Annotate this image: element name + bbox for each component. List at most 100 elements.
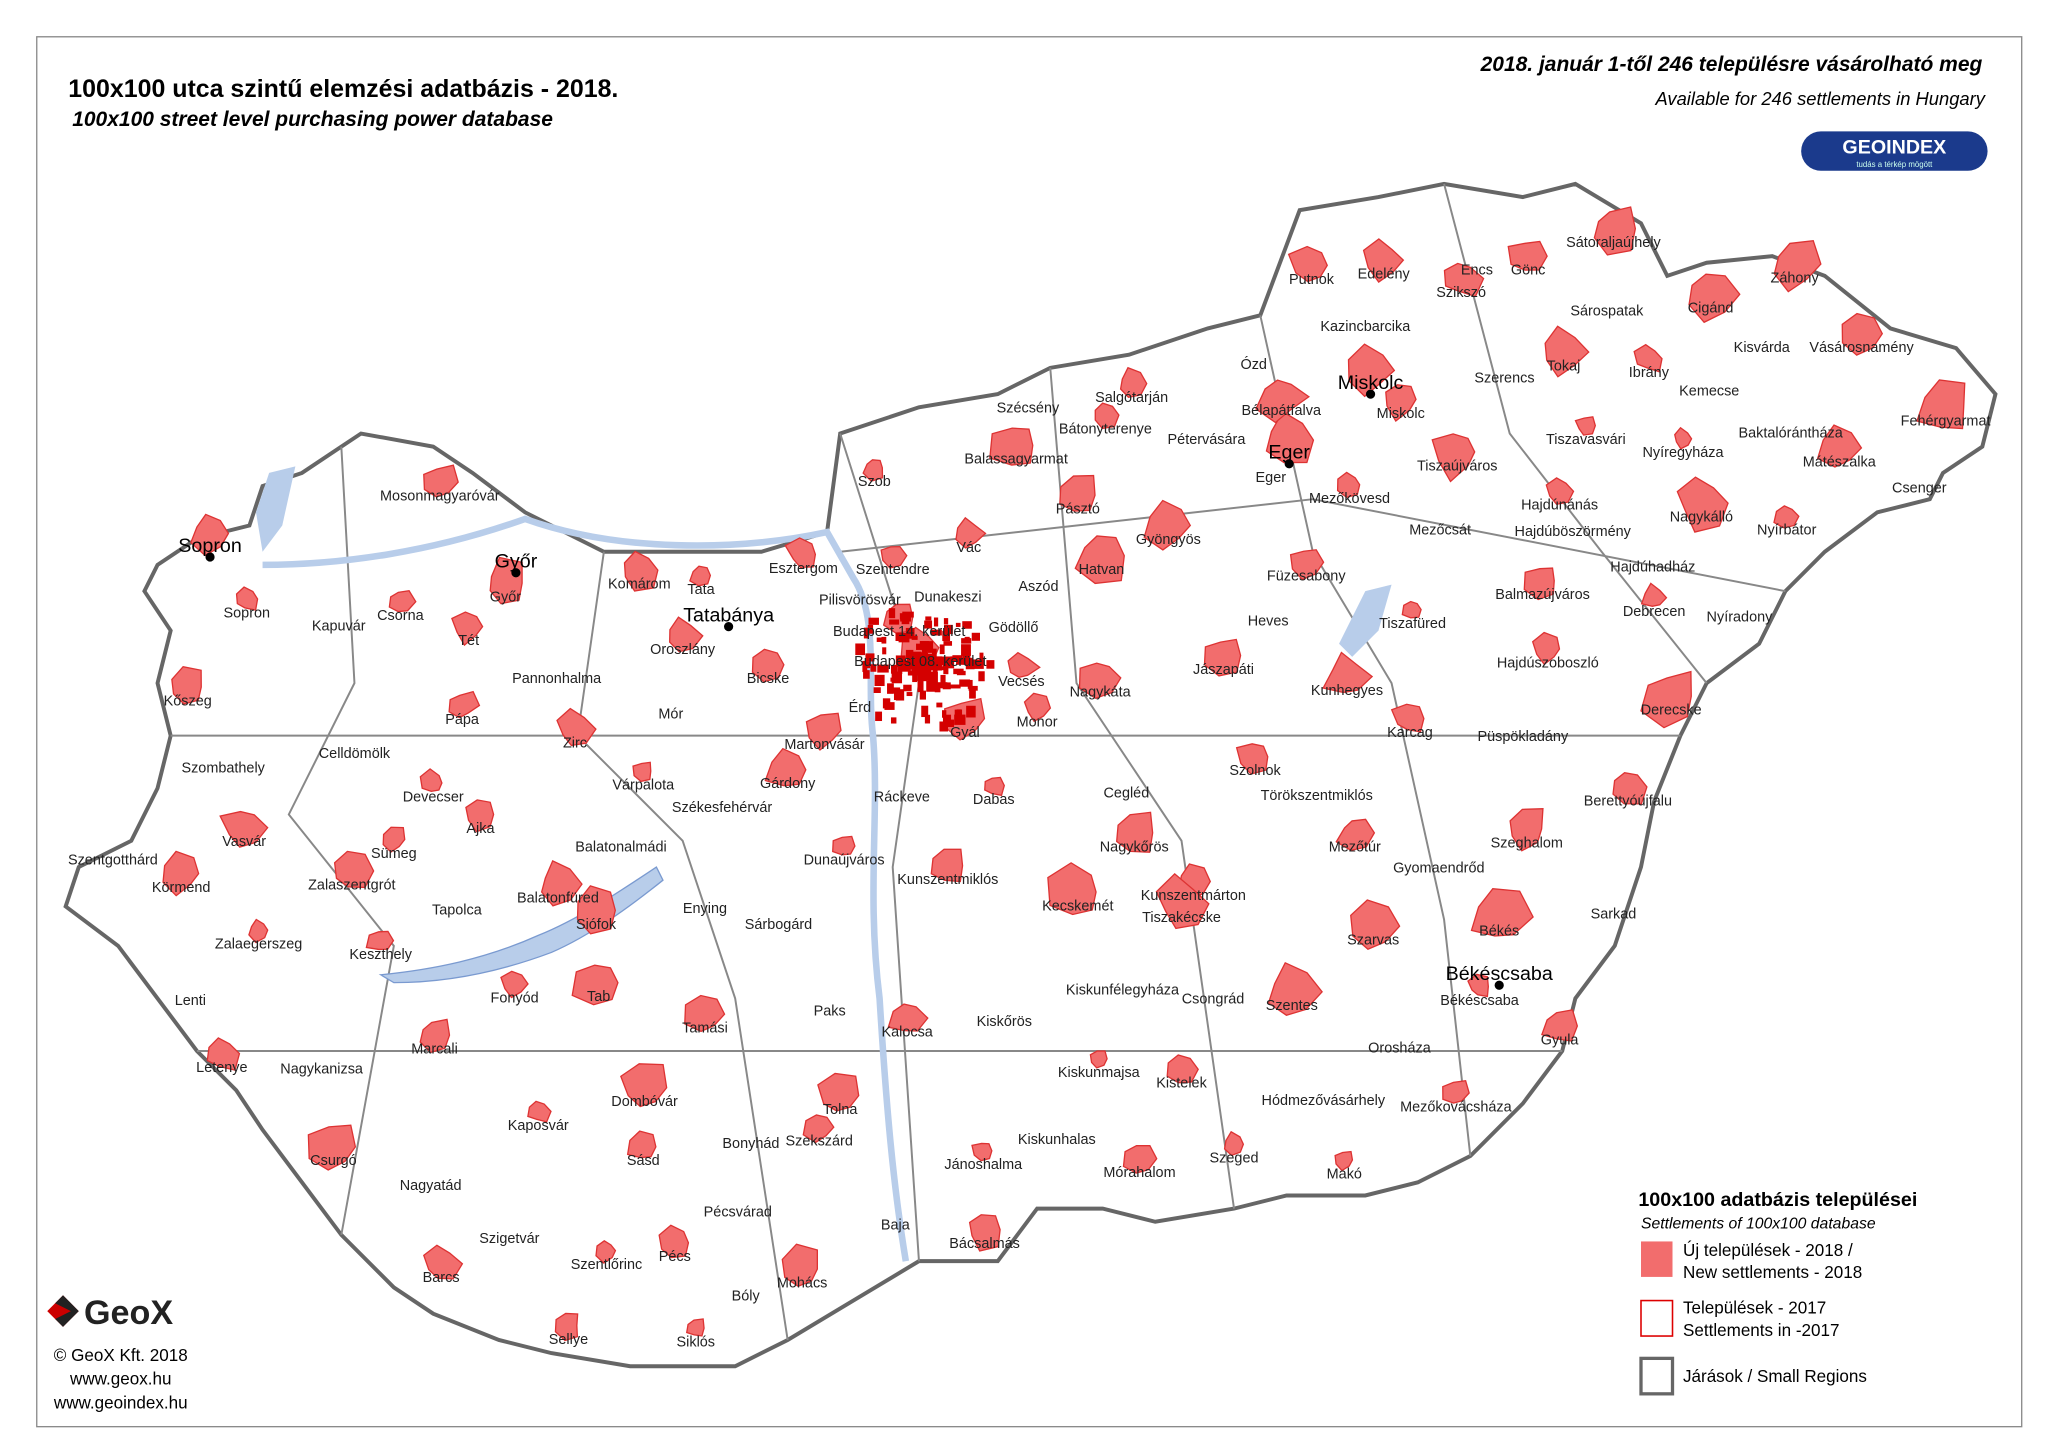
region-border xyxy=(287,446,395,1236)
place-label: Mezőkovácsháza xyxy=(1400,1099,1512,1115)
place-label: Gödöllő xyxy=(989,620,1039,636)
settlement-area xyxy=(942,630,951,642)
settlement-area xyxy=(1007,651,1041,679)
link: www.geox.hu xyxy=(69,1370,171,1389)
place-label: Ráckeve xyxy=(874,789,930,805)
place-label: Orosháza xyxy=(1368,1040,1432,1056)
place-label: Karcag xyxy=(1387,725,1433,741)
settlement-area xyxy=(932,668,938,674)
settlement-area xyxy=(832,835,856,856)
settlement-area xyxy=(684,994,726,1033)
settlement-area xyxy=(930,656,943,667)
place-label: Szécsény xyxy=(997,400,1060,416)
settlement-area xyxy=(623,550,659,592)
settlement-area xyxy=(942,682,951,690)
place-label: Érd xyxy=(849,699,871,716)
place-label: Sátoraljaújhely xyxy=(1566,235,1661,251)
settlement-area xyxy=(1059,474,1096,512)
place-label: Dombóvár xyxy=(611,1094,678,1110)
settlement-area xyxy=(967,679,973,689)
settlement-area xyxy=(934,687,941,693)
place-label: Ajka xyxy=(466,821,495,837)
place-label: Pilisvörösvár xyxy=(819,592,901,608)
place-label: Jászapáti xyxy=(1193,662,1254,678)
settlement-area xyxy=(307,1124,357,1171)
city-dot xyxy=(1365,389,1376,399)
settlement-area xyxy=(882,698,891,709)
settlement-area xyxy=(966,705,976,718)
place-label: Fehérgyarmat xyxy=(1901,414,1991,430)
place-label: Edelény xyxy=(1358,267,1411,283)
place-label: Oroszlány xyxy=(650,642,716,658)
subtitle: 100x100 street level purchasing power da… xyxy=(72,108,553,131)
place-label: Szentes xyxy=(1266,998,1318,1014)
settlement-area xyxy=(943,641,953,646)
place-label: Kunszentmiklós xyxy=(897,872,998,888)
settlement-area xyxy=(924,653,937,666)
settlement-area xyxy=(905,627,915,639)
settlement-area xyxy=(162,850,200,897)
settlement-area xyxy=(949,684,961,689)
place-label: Derecske xyxy=(1641,703,1702,719)
place-label: Balmazújváros xyxy=(1495,587,1590,603)
settlement-area xyxy=(952,655,963,662)
place-label: Bonyhád xyxy=(722,1136,779,1152)
settlement-area xyxy=(961,638,972,644)
settlement-area xyxy=(942,710,947,718)
city-dot xyxy=(724,622,734,632)
place-label: Várpalota xyxy=(612,778,675,794)
place-label: Sárbogárd xyxy=(745,917,812,933)
settlement-area xyxy=(1362,238,1405,283)
place-label: Paks xyxy=(814,1003,846,1019)
settlement-patches xyxy=(162,206,1966,1342)
place-label: Encs xyxy=(1461,263,1493,279)
settlement-area xyxy=(989,427,1034,466)
place-label: Sárospatak xyxy=(1570,303,1644,319)
settlement-area xyxy=(571,964,619,1006)
settlement-area xyxy=(1122,1145,1158,1174)
settlement-area xyxy=(1322,651,1374,694)
legend-label: Járások / Small Regions xyxy=(1683,1367,1867,1386)
settlement-area xyxy=(1633,343,1663,373)
place-label: Kaposvár xyxy=(508,1118,569,1134)
place-label: Szikszó xyxy=(1436,285,1486,301)
place-label: Pécsvárad xyxy=(704,1204,772,1220)
settlement-area xyxy=(876,637,886,642)
settlement-area xyxy=(926,680,938,692)
place-label: Békéscsaba xyxy=(1440,993,1520,1009)
settlement-area xyxy=(919,641,929,649)
place-label: Hatvan xyxy=(1079,562,1125,578)
place-label: Kiskunhalas xyxy=(1018,1132,1096,1148)
settlement-area xyxy=(890,677,898,682)
legend-title: 100x100 adatbázis települései xyxy=(1638,1189,1917,1211)
place-label: Tapolca xyxy=(432,902,483,918)
region-border xyxy=(839,433,920,1262)
major-city-label: Miskolc xyxy=(1338,372,1404,394)
settlement-area xyxy=(875,711,883,722)
settlement-area xyxy=(1467,973,1489,998)
place-label: Cegléd xyxy=(1104,785,1150,801)
place-label: Dabas xyxy=(973,792,1015,808)
settlement-area xyxy=(895,655,906,668)
settlement-area xyxy=(1674,426,1693,450)
settlement-area xyxy=(527,1100,552,1123)
region-borders xyxy=(170,183,1786,1341)
settlement-area xyxy=(1507,240,1548,271)
settlement-area xyxy=(882,647,887,655)
settlement-area xyxy=(873,687,881,693)
settlement-area xyxy=(1078,662,1122,699)
settlement-area xyxy=(954,714,966,725)
place-label: Nagykőrös xyxy=(1100,839,1169,855)
settlement-area xyxy=(1509,808,1544,852)
major-city-label: Sopron xyxy=(178,535,241,557)
place-label: Pápa xyxy=(445,712,480,728)
settlement-area xyxy=(891,671,903,684)
legend-subtitle: Settlements of 100x100 database xyxy=(1641,1215,1876,1232)
settlement-area xyxy=(451,611,484,647)
geoindex-tagline: tudás a térkép mögött xyxy=(1856,160,1933,169)
settlement-area xyxy=(1541,1009,1579,1042)
settlement-area xyxy=(805,712,842,751)
place-label: Nagykanizsa xyxy=(280,1061,364,1077)
settlement-area xyxy=(1841,312,1884,356)
settlement-area xyxy=(1289,549,1325,581)
